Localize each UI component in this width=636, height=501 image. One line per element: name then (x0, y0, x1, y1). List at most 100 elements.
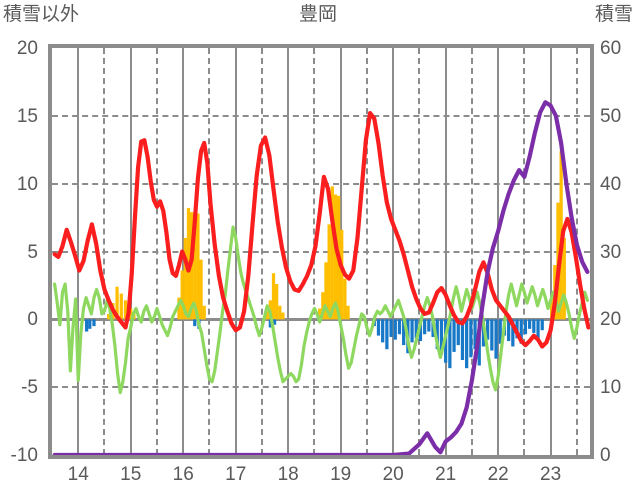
bar (115, 286, 119, 320)
bar (272, 319, 277, 325)
bar (281, 312, 285, 320)
x-tick: 20 (382, 464, 404, 485)
bar (550, 297, 554, 320)
bar (532, 319, 536, 333)
bar (183, 237, 187, 320)
bar (129, 308, 133, 320)
bar (107, 313, 111, 320)
x-tick: 23 (540, 464, 562, 485)
line-series-layer (52, 100, 590, 455)
bar (397, 319, 402, 335)
bar (268, 319, 272, 328)
y-tick-right: 30 (600, 241, 622, 263)
bar (346, 305, 350, 320)
bar (536, 319, 540, 339)
bar (519, 319, 523, 344)
left-axis-header: 積雪以外 (3, 4, 80, 25)
bar (123, 300, 128, 320)
bar (119, 293, 123, 320)
x-tick: 14 (67, 464, 89, 485)
bar (177, 297, 181, 320)
bar (414, 319, 418, 339)
bar (439, 319, 444, 355)
bar (507, 319, 511, 342)
y-tick-right: 50 (600, 105, 622, 127)
bar (327, 224, 331, 320)
bar (196, 213, 200, 320)
bar (92, 319, 96, 327)
bar (540, 319, 544, 331)
bar (490, 319, 494, 351)
x-tick: 17 (225, 464, 247, 485)
y-tick-right: 10 (600, 377, 622, 399)
red-line (52, 111, 590, 349)
bar (193, 213, 197, 320)
bar (427, 319, 431, 332)
x-tick: 19 (330, 464, 352, 485)
bar (402, 319, 406, 346)
bar (324, 262, 328, 320)
bar (381, 319, 385, 343)
bar (318, 308, 322, 320)
bar (271, 273, 276, 320)
bar (423, 319, 427, 335)
x-tick: 22 (487, 464, 509, 485)
bar (473, 319, 477, 350)
x-tick: 21 (435, 464, 457, 485)
bar (435, 319, 439, 350)
bar (494, 319, 498, 359)
bar (340, 229, 344, 320)
page-title: 豊岡 (298, 4, 337, 25)
bar (389, 319, 393, 337)
y-tick-right: 20 (600, 309, 622, 331)
bar (333, 194, 338, 320)
y-tick-left: 15 (16, 105, 38, 127)
y-tick-left: -5 (21, 377, 38, 399)
bar (511, 319, 515, 347)
bar (85, 319, 89, 332)
bar (385, 319, 389, 350)
bar (180, 270, 184, 320)
bar (278, 305, 282, 320)
x-tick: 16 (172, 464, 194, 485)
y-tick-left: 10 (16, 173, 38, 195)
bar (528, 319, 532, 329)
right-axis-header: 積雪 (594, 4, 633, 25)
bar (486, 319, 490, 340)
y-tick-left: -10 (10, 445, 38, 466)
bar (456, 319, 460, 346)
bar (88, 319, 92, 329)
gridline-horizontal (52, 386, 590, 389)
bar (469, 319, 473, 358)
bar (498, 319, 502, 344)
bar (465, 319, 469, 369)
bar (448, 319, 452, 369)
y-tick-left: 5 (27, 241, 38, 263)
y-tick-right: 0 (600, 445, 611, 466)
bar (562, 237, 566, 320)
y-tick-right: 40 (600, 173, 622, 195)
bar (321, 292, 325, 320)
x-tick: 18 (277, 464, 299, 485)
gridline-horizontal (52, 114, 590, 117)
bar (202, 305, 206, 320)
green-line (53, 225, 589, 395)
bar (343, 278, 347, 320)
bar (523, 319, 528, 335)
purple-line-snow (52, 100, 590, 455)
bar (376, 319, 381, 336)
bar (460, 319, 465, 361)
bar (199, 259, 203, 320)
y-tick-right: 60 (600, 38, 622, 59)
bar (418, 319, 423, 342)
plot-area (48, 44, 594, 459)
bar (275, 284, 279, 320)
y-tick-left: 0 (27, 309, 38, 331)
y-tick-left: 20 (16, 38, 38, 59)
bar (330, 186, 334, 320)
x-tick: 15 (120, 464, 142, 485)
bar (193, 319, 197, 327)
bar (393, 319, 397, 340)
bar (265, 311, 269, 320)
